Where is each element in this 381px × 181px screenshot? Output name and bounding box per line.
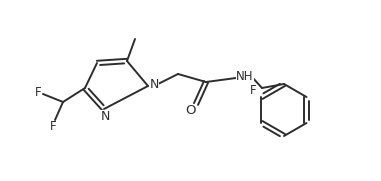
Text: F: F	[50, 121, 56, 134]
Text: O: O	[185, 104, 195, 117]
Text: NH: NH	[236, 70, 254, 83]
Text: F: F	[250, 85, 257, 98]
Text: F: F	[35, 85, 41, 98]
Text: N: N	[149, 79, 159, 92]
Text: N: N	[100, 110, 110, 123]
